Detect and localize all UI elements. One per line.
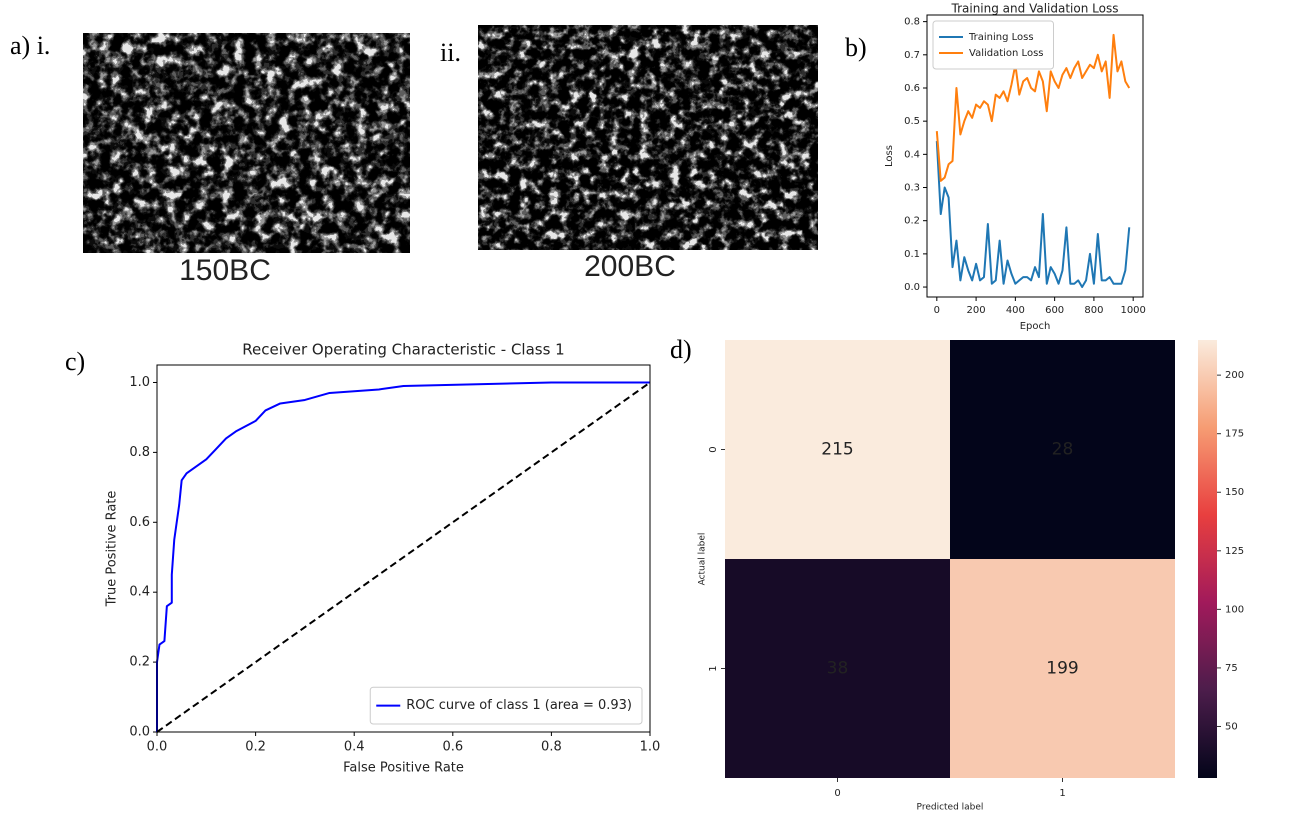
- colorbar-tick-label: 200: [1225, 370, 1244, 381]
- x-axis-label: Epoch: [1020, 321, 1051, 332]
- line-chart: Receiver Operating Characteristic - Clas…: [105, 341, 661, 776]
- x-tick-label: 200: [967, 305, 986, 316]
- plot-frame: [156, 364, 651, 733]
- x-tick-label: 1000: [1120, 305, 1145, 316]
- y-axis-label: True Positive Rate: [105, 491, 120, 608]
- y-axis-label: Actual label: [698, 533, 708, 586]
- y-tick-label: 0.8: [904, 17, 920, 28]
- heatmap-cell: [725, 559, 950, 778]
- x-tick-label: 0: [934, 305, 940, 316]
- y-tick-label: 1: [708, 665, 719, 671]
- cell-value: 28: [1052, 440, 1074, 460]
- x-axis-label: False Positive Rate: [343, 761, 464, 776]
- panel-label: c): [65, 347, 85, 376]
- y-tick-label: 0.2: [904, 216, 920, 227]
- x-tick-label: 0: [834, 788, 840, 799]
- y-tick-label: 0: [708, 446, 719, 452]
- y-tick-label: 0.0: [904, 282, 920, 293]
- y-tick-label: 0.6: [129, 515, 150, 530]
- y-tick-label: 0.0: [129, 725, 150, 740]
- data-line: [935, 33, 1131, 182]
- data-line: [156, 381, 650, 732]
- legend-label: ROC curve of class 1 (area = 0.93): [406, 698, 632, 713]
- sem-texture: [83, 33, 410, 253]
- x-tick-label: 800: [1084, 305, 1103, 316]
- y-tick-label: 0.8: [129, 445, 150, 460]
- plot-frame: [926, 14, 1144, 298]
- legend-label: Validation Loss: [969, 48, 1044, 59]
- panel-label: d): [670, 335, 692, 364]
- y-axis-label: Loss: [884, 145, 895, 167]
- x-tick-label: 0.2: [245, 740, 266, 755]
- y-tick-label: 0.3: [904, 183, 920, 194]
- legend: ROC curve of class 1 (area = 0.93): [369, 686, 643, 725]
- x-tick-label: 1.0: [640, 740, 661, 755]
- colorbar: [1198, 340, 1217, 778]
- colorbar-tick-label: 50: [1225, 721, 1238, 732]
- y-tick-label: 0.6: [904, 83, 920, 94]
- colorbar-tick-label: 150: [1225, 487, 1244, 498]
- y-tick-label: 0.2: [129, 655, 150, 670]
- x-tick-label: 600: [1045, 305, 1064, 316]
- x-tick-label: 400: [1006, 305, 1025, 316]
- y-tick-label: 1.0: [129, 375, 150, 390]
- sem-texture: [478, 25, 818, 250]
- cell-value: 38: [827, 659, 849, 679]
- colorbar-tick-label: 75: [1225, 663, 1238, 674]
- legend: Training Loss Validation Loss: [932, 20, 1054, 70]
- legend-box: [932, 20, 1054, 70]
- y-tick-label: 0.5: [904, 116, 920, 127]
- colorbar-tick-label: 125: [1225, 546, 1244, 557]
- heatmap: 215 28 38 199 0 1 0 1 Predicted label Actual labe…: [698, 340, 1244, 813]
- y-tick-label: 0.7: [904, 50, 920, 61]
- heatmap-cell: [950, 340, 1175, 559]
- panel-label: b): [845, 33, 867, 62]
- colorbar-tick-label: 100: [1225, 604, 1244, 615]
- x-tick-label: 0.6: [442, 740, 463, 755]
- chart-title: Receiver Operating Characteristic - Clas…: [242, 341, 564, 359]
- panel-a: a) i. 150BC ii. 200BC: [10, 25, 818, 287]
- line-chart: Training and Validation Loss 0 200 400 600 80…: [884, 2, 1146, 333]
- image-caption: 150BC: [179, 254, 271, 287]
- heatmap-cell: [950, 559, 1175, 778]
- chart-title: Training and Validation Loss: [951, 2, 1119, 16]
- colorbar-tick-label: 175: [1225, 429, 1244, 440]
- panel-label: ii.: [440, 38, 461, 67]
- y-tick-label: 0.4: [129, 585, 150, 600]
- x-tick-label: 0.4: [344, 740, 365, 755]
- data-line: [935, 141, 1131, 289]
- image-caption: 200BC: [584, 250, 676, 283]
- heatmap-cell: [725, 340, 950, 559]
- y-tick-label: 0.4: [904, 149, 920, 160]
- panel-label: a) i.: [10, 31, 50, 60]
- x-axis-label: Predicted label: [917, 803, 984, 813]
- x-tick-label: 0.0: [147, 740, 168, 755]
- cell-value: 199: [1046, 659, 1078, 679]
- legend-label: Training Loss: [968, 32, 1034, 43]
- y-tick-label: 0.1: [904, 249, 920, 260]
- data-line: [156, 381, 651, 733]
- legend-box: [369, 686, 643, 725]
- cell-value: 215: [821, 440, 853, 460]
- x-tick-label: 1: [1059, 788, 1065, 799]
- x-tick-label: 0.8: [541, 740, 562, 755]
